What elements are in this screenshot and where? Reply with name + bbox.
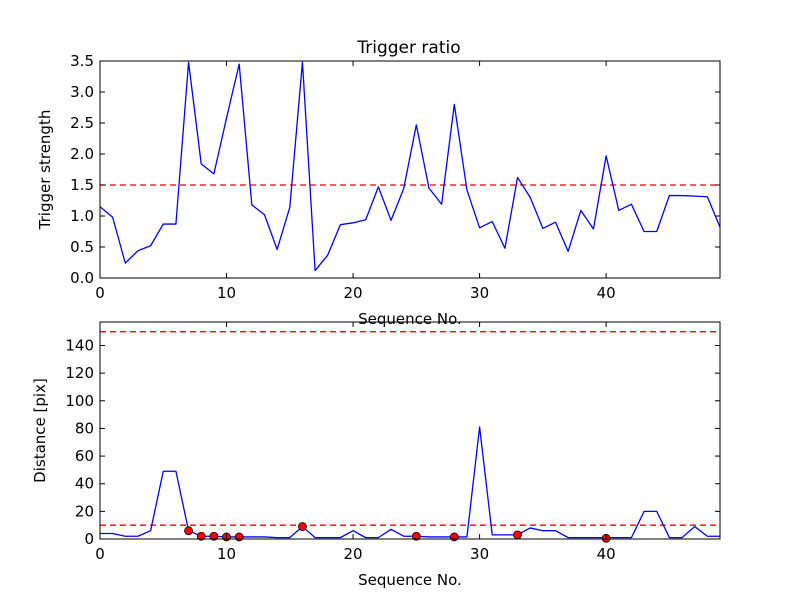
x-tick-label: 30 (470, 284, 489, 302)
x-tick-label: 20 (344, 545, 363, 563)
x-axis-label: Sequence No. (358, 571, 462, 589)
y-tick-label: 20 (75, 502, 94, 520)
y-tick-label: 120 (65, 364, 94, 382)
y-tick-label: 2.5 (70, 114, 94, 132)
y-axis-label: Distance [pix] (31, 378, 49, 483)
y-tick-label: 80 (75, 419, 94, 437)
data-marker (298, 522, 307, 531)
bottom-plot: 0 10 20 30 40 0 20 40 60 80 100 120 140 Sequence No. D… (31, 321, 721, 589)
y-tick-label: 3.0 (70, 83, 94, 101)
y-tick-label: 100 (65, 392, 94, 410)
top-plot: 0 10 20 30 40 0.0 0.5 1.0 1.5 2.0 2.5 3.0 3.5 Sequenc… (36, 52, 721, 328)
y-tick-label: 2.0 (70, 145, 94, 163)
chart-title: Trigger ratio (356, 38, 460, 58)
y-tick-label: 1.0 (70, 207, 94, 225)
data-marker (184, 526, 193, 536)
x-axis-label: Sequence No. (358, 310, 462, 328)
y-tick-label: 60 (75, 447, 94, 465)
x-tick-label: 40 (597, 545, 616, 563)
x-tick-label: 0 (95, 284, 105, 302)
x-tick-label: 10 (217, 284, 236, 302)
y-tick-label: 0.5 (70, 238, 94, 256)
y-tick-label: 140 (65, 336, 94, 354)
x-tick-label: 30 (470, 545, 489, 563)
y-tick-label: 0 (84, 530, 94, 548)
x-tick-label: 20 (344, 284, 363, 302)
y-tick-label: 3.5 (70, 52, 94, 70)
data-marker (196, 531, 206, 541)
y-tick-label: 1.5 (70, 176, 94, 194)
data-marker (449, 532, 459, 542)
data-marker (209, 531, 219, 541)
y-tick-label: 40 (75, 475, 94, 493)
data-marker (411, 531, 421, 541)
data-marker (234, 532, 244, 542)
x-tick-label: 40 (597, 284, 616, 302)
y-axis-label: Trigger strength (36, 110, 54, 231)
data-marker (513, 530, 522, 540)
x-tick-label: 10 (217, 545, 236, 563)
x-tick-label: 0 (95, 545, 105, 563)
plot-frame (99, 321, 721, 540)
y-tick-label: 0.0 (70, 269, 94, 287)
plot-frame (99, 60, 721, 279)
series-line (100, 61, 720, 272)
